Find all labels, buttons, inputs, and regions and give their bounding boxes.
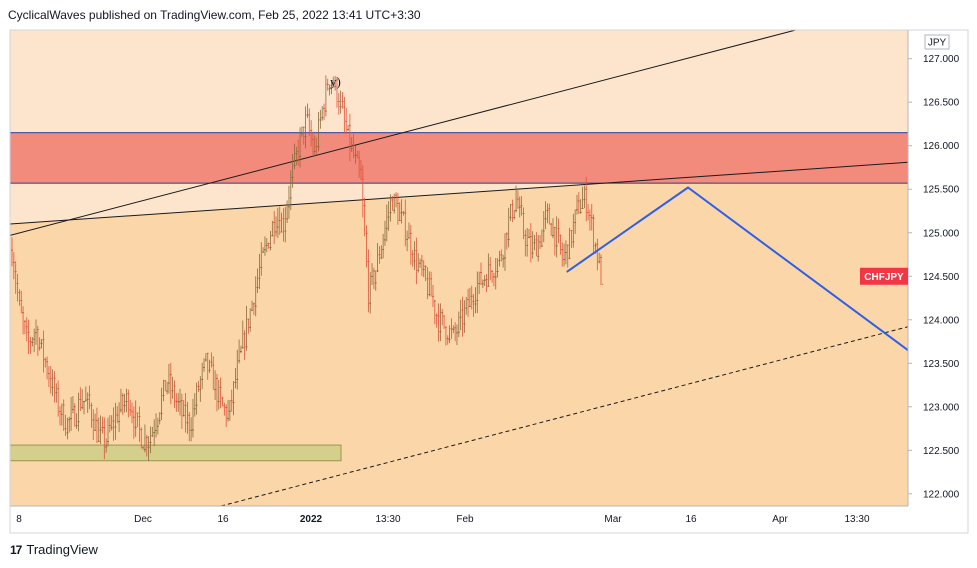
resistance-zone[interactable] [10, 132, 908, 184]
y-tick-label: 122.000 [923, 489, 960, 500]
y-tick-label: 123.500 [923, 359, 960, 370]
x-tick-label: 2022 [300, 514, 323, 525]
y-tick-label: 125.000 [923, 228, 960, 239]
last-price-badge[interactable]: CHFJPY [860, 267, 908, 285]
currency-unit-box: JPY [924, 34, 950, 50]
y-tick-label: 125.500 [923, 185, 960, 196]
y-tick-label: 122.500 [923, 446, 960, 457]
y-tick-label: 124.000 [923, 315, 960, 326]
y-tick-label: 124.500 [923, 272, 960, 283]
x-tick-label: 16 [217, 514, 229, 525]
tradingview-brand: TradingView [26, 542, 98, 557]
projection-path[interactable] [566, 186, 908, 352]
x-tick-label: 8 [16, 514, 22, 525]
x-tick-label: 13:30 [375, 514, 400, 525]
plot-border [9, 29, 969, 534]
currency-unit-label: JPY [928, 38, 947, 49]
x-tick-label: Feb [456, 514, 474, 525]
tradingview-logo-icon: 17 [10, 542, 22, 557]
last-price-symbol: CHFJPY [864, 272, 904, 283]
trendline-1[interactable] [10, 30, 796, 236]
y-tick-label: 126.500 [923, 98, 960, 109]
x-tick-label: Dec [134, 514, 152, 525]
y-tick-label: 127.000 [923, 54, 960, 65]
x-tick-label: Mar [604, 514, 622, 525]
x-tick-label: 13:30 [844, 514, 869, 525]
candle [600, 254, 604, 285]
trendline-2[interactable] [10, 161, 908, 225]
trendline-3[interactable] [220, 326, 908, 506]
support-zone[interactable] [10, 444, 342, 462]
y-tick-label: 126.000 [923, 141, 960, 152]
wave-annotation: y) [330, 74, 341, 89]
y-tick-label: 123.000 [923, 402, 960, 413]
footer-branding: 17 TradingView [10, 542, 98, 557]
publication-header: CyclicalWaves published on TradingView.c… [8, 8, 421, 22]
x-tick-label: 16 [685, 514, 697, 525]
x-tick-label: Apr [772, 514, 788, 525]
